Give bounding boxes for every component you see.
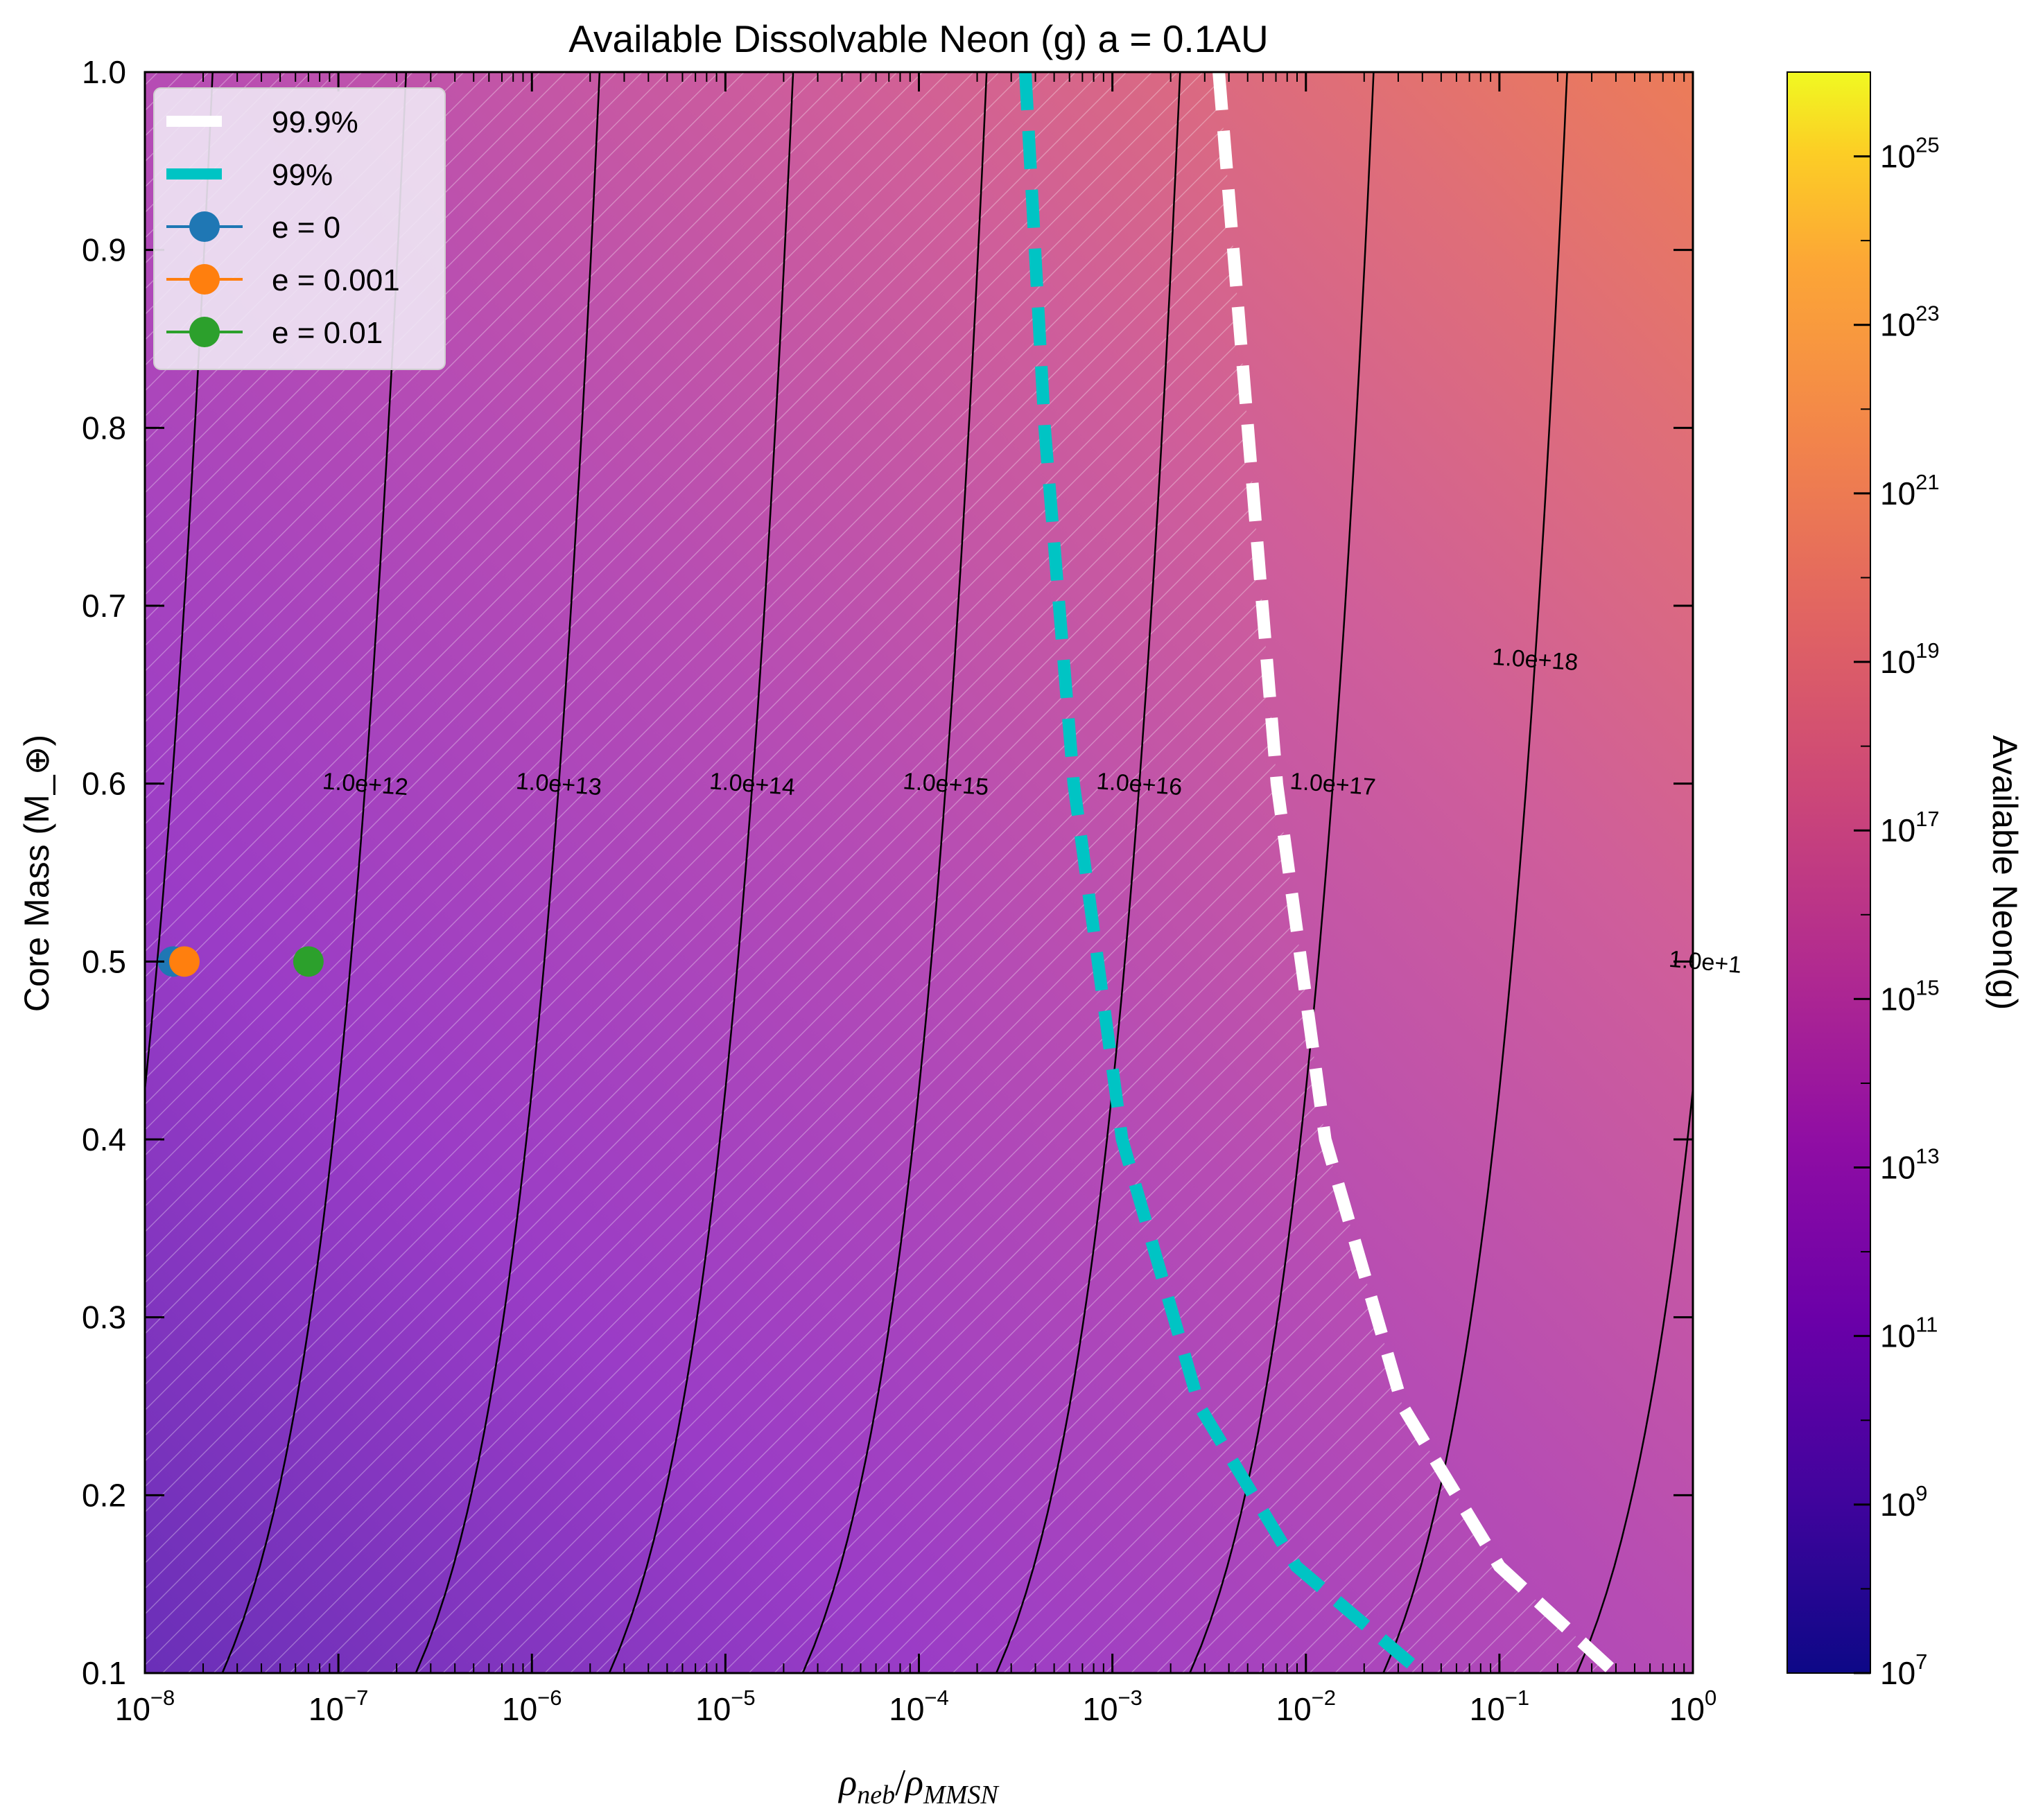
legend-label: e = 0.01 xyxy=(272,316,383,350)
x-tick-label: 10−3 xyxy=(1082,1686,1142,1727)
colorbar-tick-label: 1013 xyxy=(1880,1144,1940,1186)
x-tick-label: 100 xyxy=(1669,1686,1716,1727)
colorbar-tick-label: 1015 xyxy=(1880,975,1940,1017)
point-e = 0.01 xyxy=(293,946,324,977)
data-points xyxy=(157,946,324,977)
contour-label: 1.0e+13 xyxy=(515,768,602,800)
x-tick-label: 10−8 xyxy=(115,1686,175,1727)
x-tick-label: 10−1 xyxy=(1470,1686,1530,1727)
y-tick-labels: 0.1 0.2 0.3 0.4 0.5 0.6 0.7 0.8 0.9 1.0 xyxy=(82,54,126,1691)
x-tick-label: 10−4 xyxy=(889,1686,949,1727)
x-label-sub1: neb xyxy=(857,1780,895,1810)
x-axis-label: ρneb/ρMMSN xyxy=(837,1762,1000,1810)
x-label-base2: ρ xyxy=(904,1762,923,1803)
y-tick-label: 0.6 xyxy=(82,766,126,802)
colorbar-tick-label: 1019 xyxy=(1880,638,1940,680)
contour-labels: 1.0e+12 1.0e+13 1.0e+14 1.0e+15 1.0e+16 1.0e+… xyxy=(322,644,1743,979)
colorbar-tick-label: 109 xyxy=(1880,1481,1927,1523)
contour-label: 1.0e+17 xyxy=(1289,768,1376,800)
x-tick-labels: 10−8 10−7 10−6 10−5 10−4 10−3 10−2 10−1 100 xyxy=(115,1686,1716,1727)
contour-19 xyxy=(1576,1080,1693,1673)
x-label-base: ρ xyxy=(837,1762,857,1803)
contour-label: 1.0e+15 xyxy=(902,768,989,800)
contour-16 xyxy=(996,72,1181,1673)
legend-marker xyxy=(189,317,220,347)
threshold-line-99.9% xyxy=(1212,72,1620,1673)
x-tick-label: 10−6 xyxy=(502,1686,562,1727)
axis-ticks xyxy=(144,71,1694,1674)
y-tick-label: 1.0 xyxy=(82,54,126,90)
y-tick-label: 0.4 xyxy=(82,1121,126,1157)
contour-label: 1.0e+14 xyxy=(708,768,796,800)
colorbar-tick-label: 1021 xyxy=(1880,470,1940,511)
colorbar-ticks: 107 109 1011 1013 1015 1017 1019 1021 1023 1025 xyxy=(1854,71,1940,1691)
chart-title: Available Dissolvable Neon (g) a = 0.1AU xyxy=(568,17,1268,60)
y-axis-label: Core Mass (M_⊕) xyxy=(17,735,56,1012)
y-tick-label: 0.1 xyxy=(82,1655,126,1691)
colorbar-tick-label: 107 xyxy=(1880,1650,1927,1691)
x-tick-label: 10−5 xyxy=(695,1686,756,1727)
contour-label: 1.0e+18 xyxy=(1491,644,1579,676)
y-tick-label: 0.9 xyxy=(82,232,126,268)
contour-17 xyxy=(1189,72,1375,1673)
y-tick-label: 0.7 xyxy=(82,588,126,624)
contour-15 xyxy=(801,72,988,1673)
legend-label: e = 0.001 xyxy=(272,263,400,297)
colorbar-tick-label: 1025 xyxy=(1880,133,1940,175)
contour-13 xyxy=(415,72,601,1673)
y-tick-label: 0.8 xyxy=(82,410,126,446)
contour-label: 1.0e+12 xyxy=(322,768,409,800)
legend-label: 99% xyxy=(272,158,333,192)
legend-label: 99.9% xyxy=(272,105,358,139)
contour-14 xyxy=(608,72,794,1673)
threshold-line-99% xyxy=(1019,72,1427,1673)
x-label-slash: / xyxy=(895,1762,905,1803)
x-label-sub2: MMSN xyxy=(923,1780,1000,1810)
legend-box xyxy=(153,87,446,370)
legend-label: e = 0 xyxy=(272,211,340,245)
legend-marker xyxy=(189,264,220,295)
colorbar-tick-label: 1023 xyxy=(1880,301,1940,343)
x-tick-label: 10−7 xyxy=(308,1686,369,1727)
y-tick-label: 0.5 xyxy=(82,943,126,979)
colorbar xyxy=(1786,71,1871,1674)
threshold-lines xyxy=(1019,72,1620,1673)
point-e = 0.001 xyxy=(168,946,200,977)
colorbar-tick-label: 1017 xyxy=(1880,807,1940,848)
legend: 99.9% 99% e = 0 e = 0.001 e = 0.01 xyxy=(153,87,446,370)
contour-label: 1.0e+16 xyxy=(1095,768,1183,800)
contour-18 xyxy=(1382,72,1568,1673)
colorbar-label: Available Neon(g) xyxy=(1985,735,2024,1010)
colorbar-tick-label: 1011 xyxy=(1880,1313,1938,1354)
hatch-region xyxy=(145,72,1616,1673)
y-tick-label: 0.2 xyxy=(82,1477,126,1513)
legend-marker xyxy=(189,211,220,242)
x-tick-label: 10−2 xyxy=(1276,1686,1336,1727)
y-tick-label: 0.3 xyxy=(82,1300,126,1336)
